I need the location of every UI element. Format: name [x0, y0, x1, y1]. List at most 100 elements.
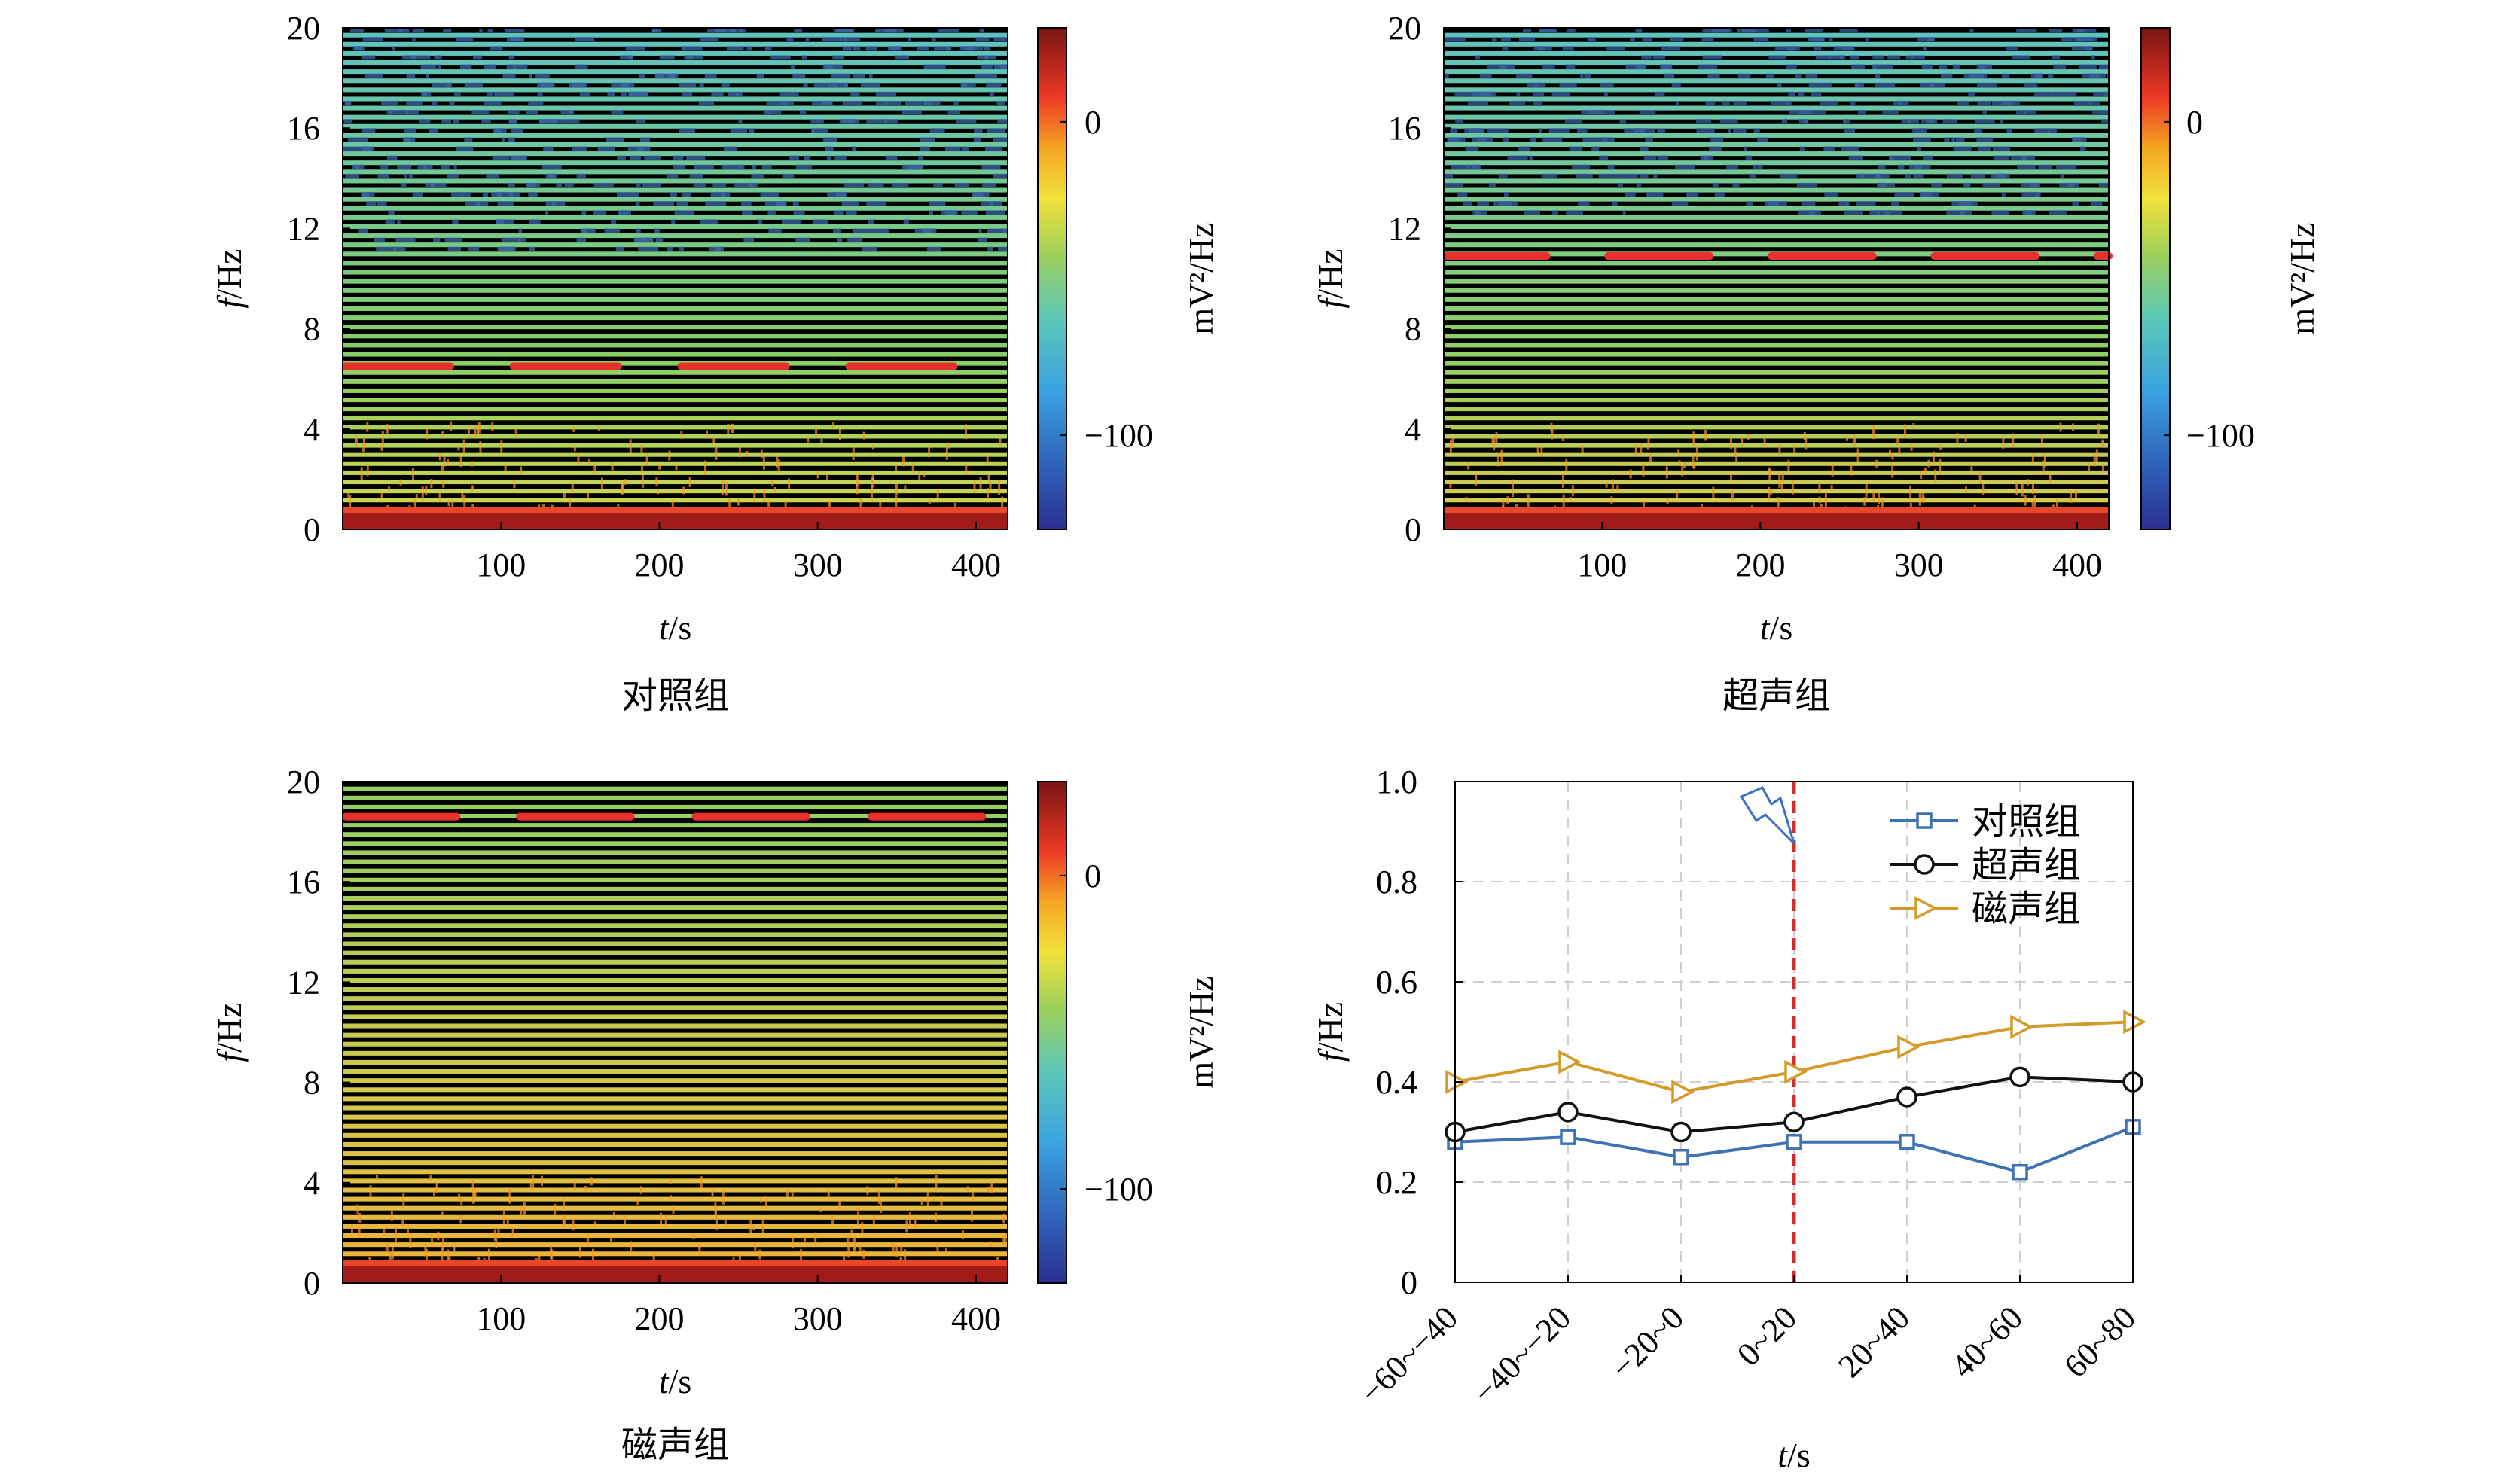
spectral-speckle	[496, 191, 514, 197]
spectral-speckle	[1646, 191, 1664, 197]
spectral-speckle	[987, 246, 993, 251]
spectral-speckle	[853, 1236, 856, 1252]
spectral-speckle	[1844, 210, 1863, 215]
spectral-speckle	[929, 128, 945, 133]
spectral-speckle	[1671, 82, 1681, 87]
spectral-speckle	[1702, 55, 1722, 60]
spectral-speckle	[2056, 164, 2077, 169]
spectral-speckle	[1872, 64, 1893, 69]
frequency-band	[343, 831, 1008, 837]
spectral-speckle	[1934, 469, 1937, 483]
spectral-speckle	[636, 1197, 639, 1205]
spectral-speckle	[827, 191, 846, 197]
frequency-band	[343, 1073, 1008, 1079]
frequency-band	[343, 968, 1008, 974]
spectral-speckle	[1733, 128, 1747, 133]
spectral-speckle	[979, 28, 984, 33]
spectral-speckle	[1539, 128, 1542, 133]
spectral-speckle	[1499, 173, 1508, 178]
data-point	[2009, 1066, 2030, 1088]
spectral-speckle	[1591, 146, 1600, 151]
spectral-speckle	[2097, 423, 2101, 438]
spectral-speckle	[404, 137, 411, 142]
spectral-speckle	[581, 210, 587, 215]
spectral-speckle	[592, 1248, 595, 1263]
spectral-speckle	[457, 446, 460, 451]
spectral-speckle	[728, 498, 731, 507]
spectral-speckle	[737, 498, 740, 506]
frequency-band	[343, 197, 1008, 202]
spectral-speckle	[1875, 173, 1890, 178]
data-point	[1784, 1059, 1808, 1084]
frequency-band	[343, 1224, 1008, 1229]
spectral-speckle	[451, 191, 463, 197]
spectral-speckle	[1903, 424, 1906, 439]
spectral-speckle	[1619, 119, 1626, 124]
spectral-speckle	[856, 483, 859, 495]
spectral-speckle	[2051, 91, 2071, 96]
spectral-speckle	[1921, 64, 1933, 69]
spectral-speckle	[723, 146, 738, 151]
frequency-band	[343, 1173, 1008, 1179]
spectral-speckle	[1524, 210, 1541, 215]
spectral-speckle	[2107, 73, 2109, 78]
spectral-speckle	[998, 461, 1001, 467]
spectral-speckle	[722, 1190, 725, 1205]
spectral-speckle	[1646, 443, 1649, 450]
spectral-speckle	[1753, 164, 1757, 169]
frequency-band	[1444, 105, 2109, 111]
spectral-speckle	[502, 73, 516, 78]
spectral-speckle	[377, 201, 387, 206]
spectral-speckle	[1841, 146, 1859, 151]
spectral-speckle	[914, 1214, 917, 1229]
frequency-band	[343, 886, 1008, 891]
spectral-speckle	[1848, 155, 1863, 160]
spectral-speckle	[386, 109, 392, 115]
frequency-band	[343, 882, 1008, 887]
spectral-speckle	[1808, 210, 1822, 215]
spectral-speckle	[987, 1187, 990, 1193]
spectral-speckle	[390, 1211, 393, 1221]
spectral-speckle	[813, 82, 831, 87]
spectral-speckle	[1712, 486, 1715, 498]
spectral-speckle	[698, 1245, 701, 1256]
low-frequency-band	[343, 1260, 1008, 1266]
spectral-speckle	[1639, 146, 1649, 151]
spectral-speckle	[856, 473, 859, 486]
legend-label: 超声组	[1972, 844, 2080, 886]
spectral-speckle	[868, 73, 873, 78]
spectral-speckle	[598, 426, 601, 431]
spectral-speckle	[398, 28, 410, 33]
spectral-speckle	[1537, 46, 1552, 51]
spectral-speckle	[842, 46, 853, 51]
spectral-speckle	[410, 55, 431, 60]
spectral-speckle	[385, 219, 395, 224]
spectral-speckle	[1856, 448, 1859, 463]
spectral-speckle	[1475, 55, 1481, 60]
spectral-speckle	[852, 446, 855, 461]
spectral-speckle	[1657, 128, 1666, 133]
spectral-speckle	[434, 55, 442, 60]
spectral-speckle	[541, 164, 562, 169]
spectral-speckle	[1881, 497, 1884, 511]
spectral-speckle	[430, 479, 433, 489]
frequency-band	[343, 982, 1008, 988]
spectral-speckle	[754, 1242, 757, 1251]
frequency-band	[343, 977, 1008, 983]
spectral-speckle	[2023, 109, 2036, 115]
spectral-speckle	[1853, 434, 1856, 448]
spectral-speckle	[766, 100, 787, 105]
spectral-speckle	[1851, 64, 1866, 69]
spectral-speckle	[1971, 173, 1986, 178]
spectral-speckle	[1708, 146, 1722, 151]
spectral-speckle	[877, 1190, 880, 1204]
spectral-speckle	[471, 485, 474, 492]
spectral-speckle	[1565, 64, 1576, 69]
spectral-speckle	[462, 439, 465, 454]
frequency-band	[343, 940, 1008, 946]
spectral-speckle	[1912, 128, 1924, 133]
spectral-speckle	[860, 82, 881, 87]
spectral-speckle	[362, 437, 365, 448]
spectral-speckle	[1624, 128, 1646, 133]
spectral-speckle	[2093, 454, 2096, 467]
